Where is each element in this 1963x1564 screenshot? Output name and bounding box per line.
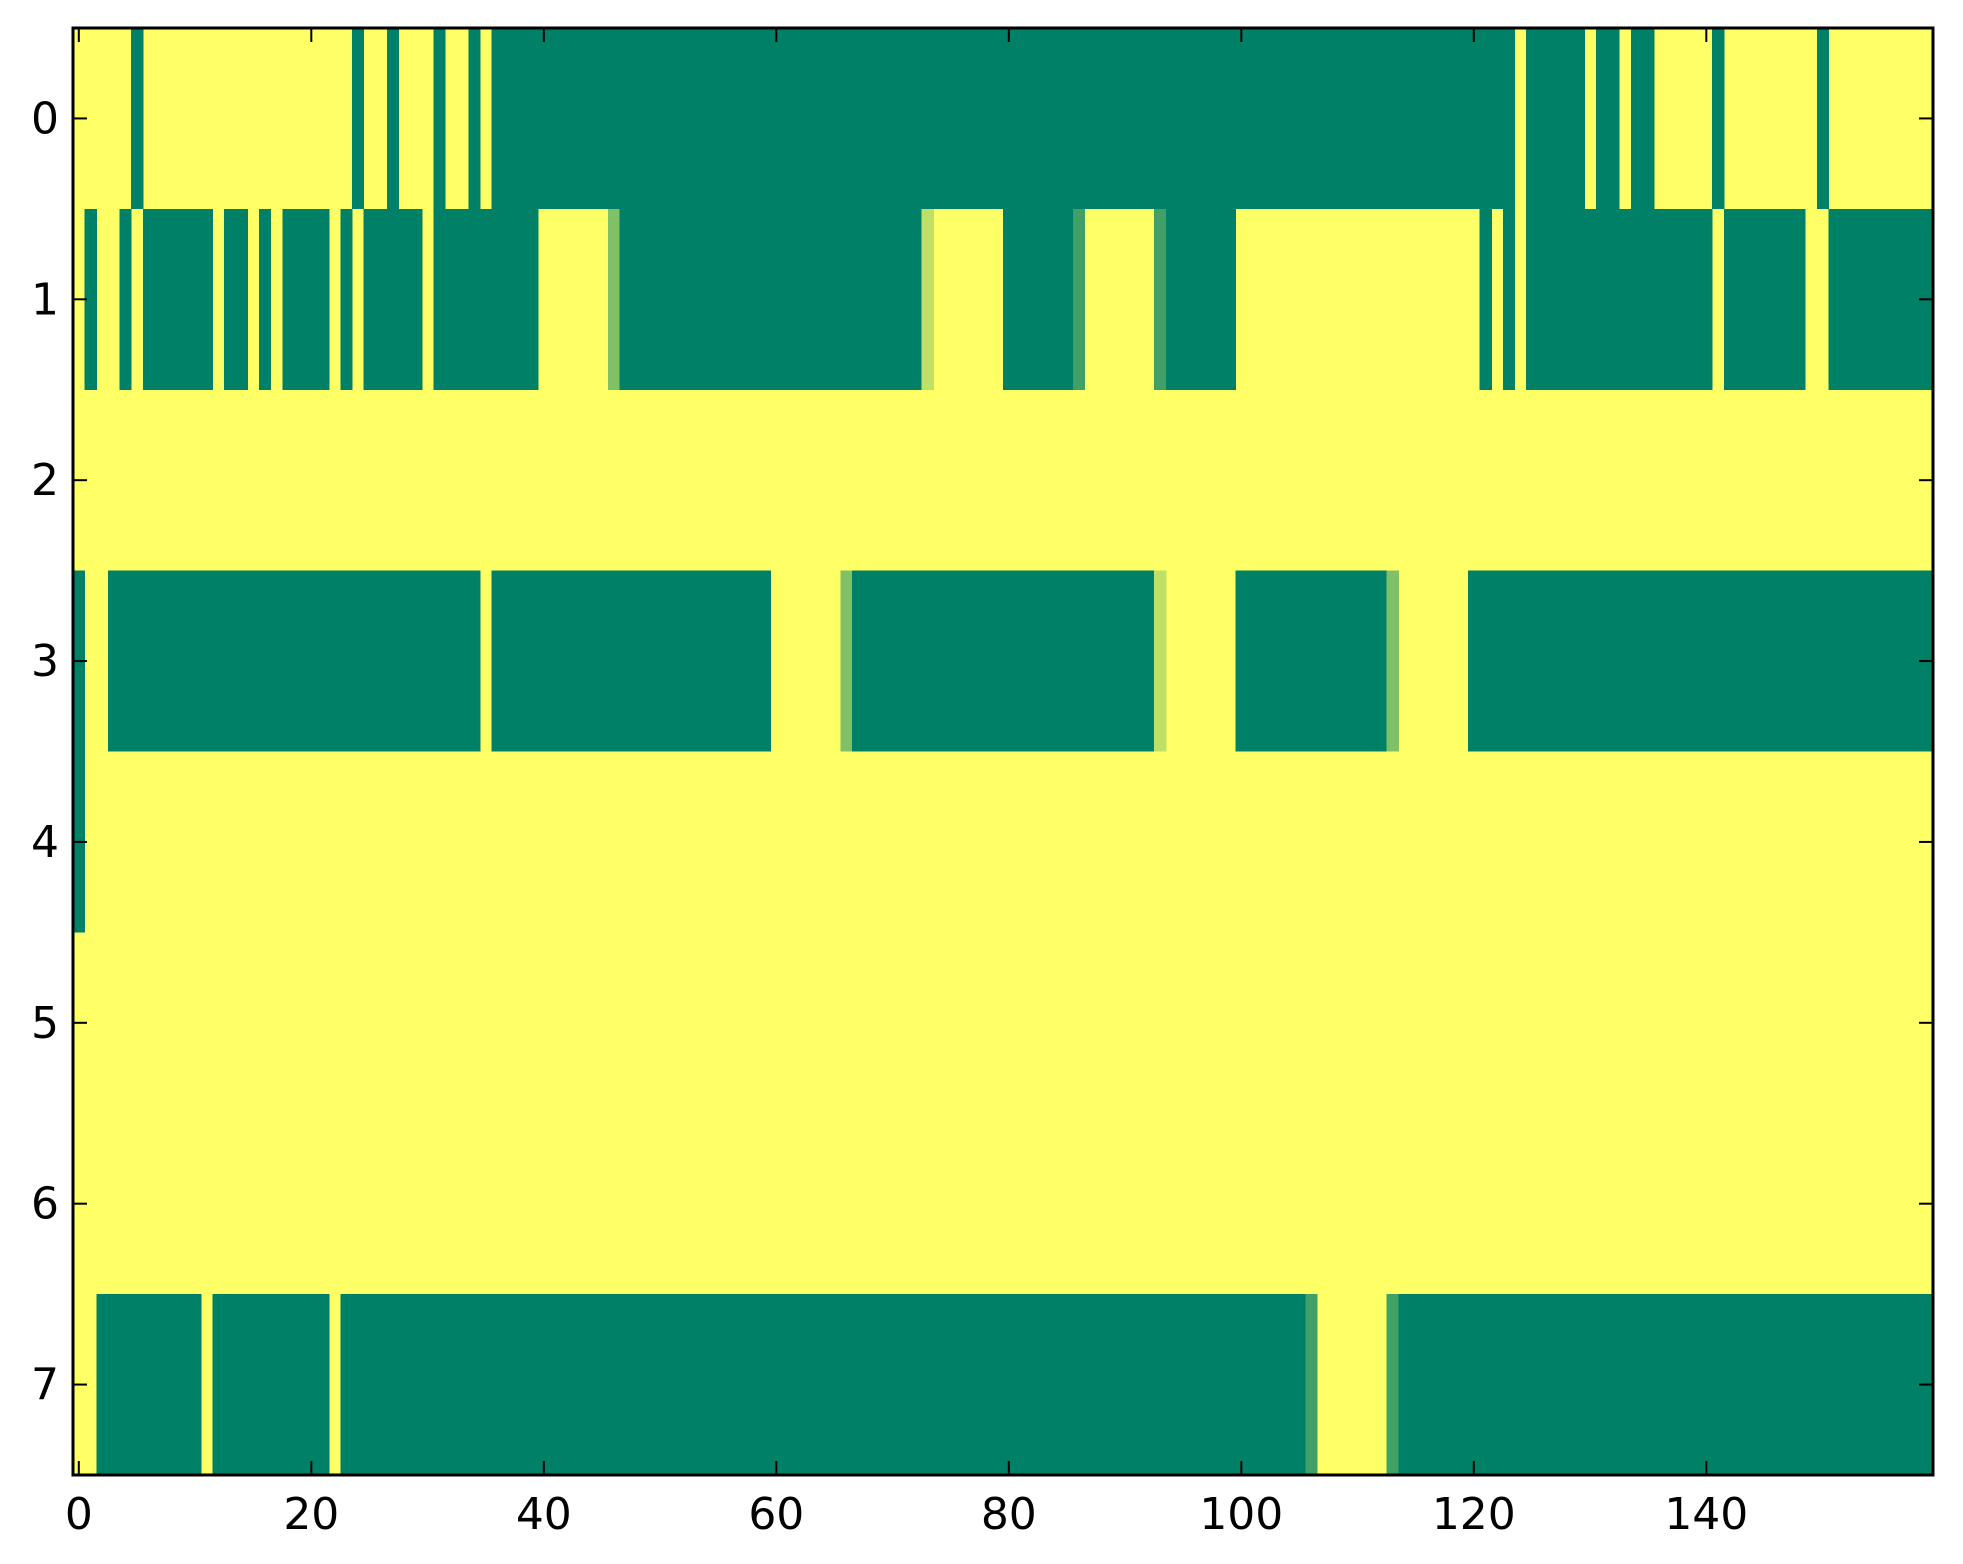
y-tick-label: 6 bbox=[31, 1179, 59, 1230]
heatmap-cell bbox=[491, 570, 772, 752]
heatmap-cell bbox=[96, 1294, 202, 1476]
heatmap-cell bbox=[259, 208, 272, 390]
x-tick-label: 20 bbox=[283, 1489, 339, 1540]
heatmap-cell bbox=[1816, 28, 1829, 209]
plot-area bbox=[73, 28, 1934, 1476]
heatmap-cell bbox=[1235, 570, 1388, 752]
axis-ticks bbox=[73, 28, 1933, 1475]
heatmap-cell bbox=[607, 208, 620, 390]
heatmap-cell bbox=[386, 28, 400, 209]
heatmap-cell bbox=[340, 208, 353, 390]
heatmap-cell bbox=[1305, 1294, 1318, 1476]
x-tick-label: 120 bbox=[1432, 1489, 1516, 1540]
x-tick-label: 80 bbox=[981, 1489, 1037, 1540]
y-tick-label: 1 bbox=[31, 274, 59, 325]
heatmap-cell bbox=[433, 28, 446, 209]
heatmap-cell bbox=[1526, 208, 1713, 390]
tick-labels: 0 20 40 60 80 100 120 140 0 1 2 3 4 5 6 7 bbox=[31, 93, 1748, 1540]
heatmap-cell bbox=[1072, 208, 1085, 390]
heatmap-cell bbox=[212, 1294, 330, 1476]
x-tick-label: 60 bbox=[748, 1489, 804, 1540]
x-tick-label: 40 bbox=[516, 1489, 572, 1540]
y-tick-label: 2 bbox=[31, 455, 59, 506]
heatmap-cell bbox=[1398, 1294, 1934, 1476]
x-tick-label: 0 bbox=[65, 1489, 93, 1540]
y-tick-label: 4 bbox=[31, 817, 59, 868]
heatmap-cell bbox=[352, 28, 365, 209]
heatmap-cell bbox=[1723, 208, 1806, 390]
heatmap-cell bbox=[1386, 1294, 1399, 1476]
heatmap-cell bbox=[1386, 570, 1399, 752]
heatmap-cell bbox=[1630, 28, 1655, 209]
heatmap-cell bbox=[1479, 208, 1492, 390]
heatmap-cell bbox=[851, 570, 1155, 752]
heatmap-cell bbox=[840, 570, 853, 752]
heatmap-cell bbox=[363, 208, 423, 390]
heatmap-cell bbox=[107, 570, 481, 752]
heatmap-cell bbox=[491, 28, 1516, 209]
y-tick-label: 7 bbox=[31, 1360, 59, 1411]
heatmap-cell bbox=[1154, 208, 1167, 390]
heatmap-cell bbox=[619, 208, 923, 390]
heatmap-cell bbox=[1165, 208, 1237, 390]
heatmap-cell bbox=[1003, 208, 1074, 390]
heatmap-cell bbox=[1526, 28, 1585, 209]
heatmap-cell bbox=[1712, 28, 1725, 209]
heatmap-cell bbox=[1502, 208, 1516, 390]
heatmap-cell bbox=[84, 208, 97, 390]
y-tick-label: 0 bbox=[31, 93, 59, 144]
x-tick-label: 140 bbox=[1664, 1489, 1748, 1540]
heatmap-cell bbox=[1154, 570, 1167, 752]
heatmap-cell bbox=[1828, 208, 1934, 390]
heatmap-cell bbox=[131, 28, 144, 209]
heatmap-cell bbox=[921, 208, 934, 390]
x-tick-label: 100 bbox=[1199, 1489, 1283, 1540]
heatmap-cell bbox=[142, 208, 214, 390]
y-tick-label: 3 bbox=[31, 636, 59, 687]
heatmap-cell bbox=[1595, 28, 1620, 209]
heatmap-cell bbox=[468, 28, 481, 209]
heatmap-cell bbox=[1468, 570, 1934, 752]
y-tick-label: 5 bbox=[31, 998, 59, 1049]
axes-frame bbox=[71, 26, 1935, 1477]
heatmap-cell bbox=[224, 208, 248, 390]
heatmap-cell bbox=[119, 208, 132, 390]
heatmap-cell bbox=[340, 1294, 1306, 1476]
heatmap-cell bbox=[433, 208, 539, 390]
heatmap-cell bbox=[282, 208, 330, 390]
